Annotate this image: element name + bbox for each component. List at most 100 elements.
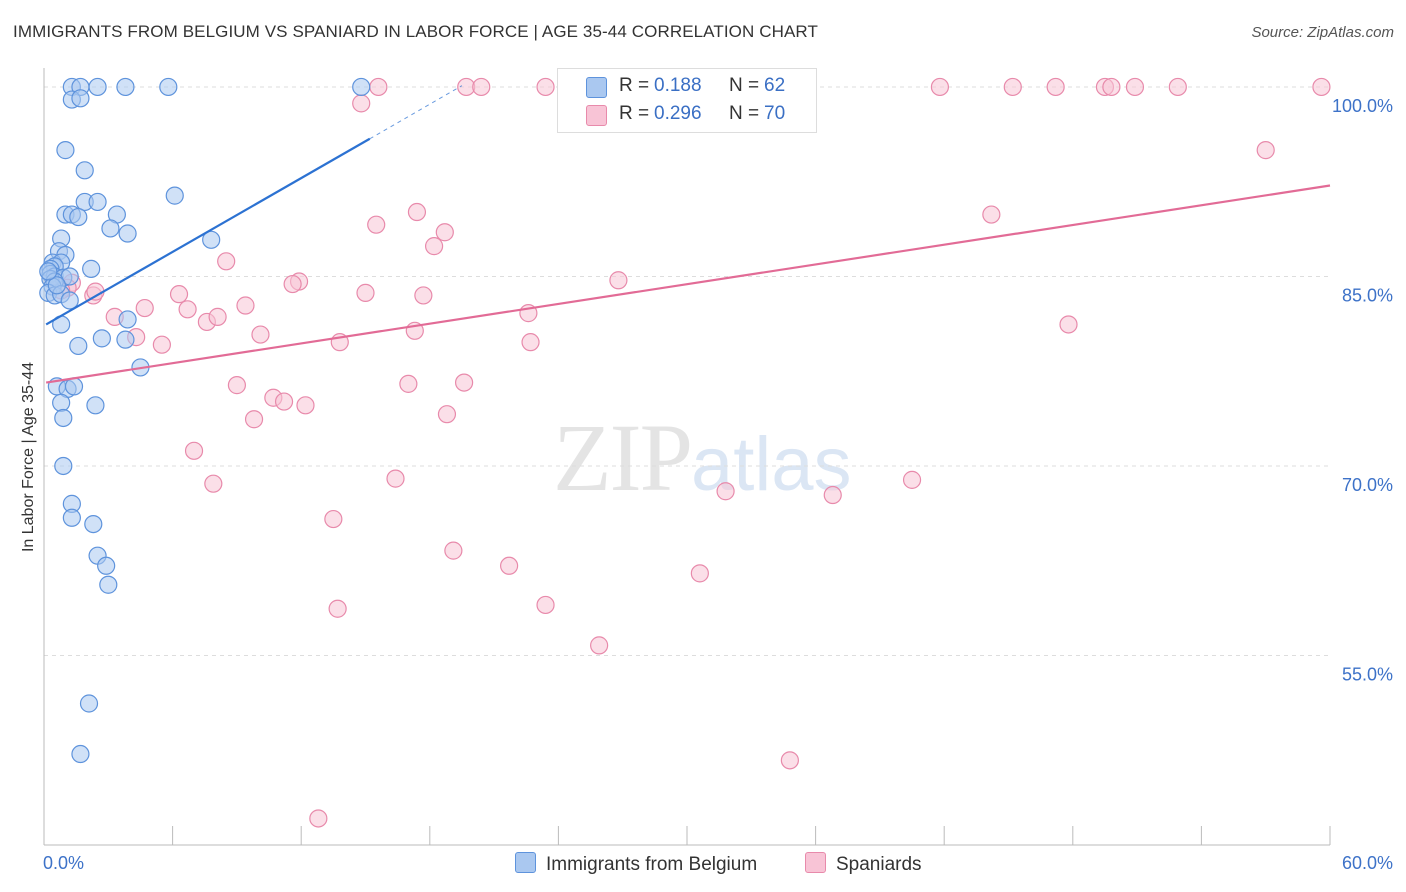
spaniard-point xyxy=(435,223,454,242)
spaniard-point xyxy=(1003,77,1022,97)
bottom-legend-swatch-spaniards xyxy=(805,852,826,873)
spaniard-point xyxy=(369,77,388,97)
belgium-point xyxy=(75,161,94,180)
belgium-point xyxy=(116,330,135,349)
legend-swatch-belgium xyxy=(586,77,607,98)
spaniard-point xyxy=(437,405,457,424)
belgium-point xyxy=(54,456,73,476)
stats-legend: R = 0.188 N = 62 R = 0.296 N = 70 xyxy=(557,68,817,133)
spaniard-point xyxy=(536,77,555,97)
belgium-point xyxy=(92,329,111,348)
belgium-point xyxy=(56,141,75,160)
spaniard-point xyxy=(1312,77,1331,97)
spaniard-point xyxy=(407,202,427,222)
belgium-point xyxy=(101,219,120,238)
spaniard-point xyxy=(424,237,444,256)
spaniard-point xyxy=(244,410,264,429)
spaniard-point xyxy=(309,809,328,828)
legend-row-belgium: R = 0.188 N = 62 xyxy=(558,72,816,102)
y-axis-label: In Labor Force | Age 35-44 xyxy=(20,361,37,553)
watermark: ZIPatlas xyxy=(553,402,852,513)
belgium-point xyxy=(202,230,221,249)
spaniard-point xyxy=(135,298,154,318)
spaniard-trend-line xyxy=(45,184,1331,384)
bottom-legend-belgium: Immigrants from Belgium xyxy=(515,852,757,876)
spaniard-point xyxy=(930,77,950,97)
belgium-point xyxy=(69,336,88,356)
belgium-point xyxy=(88,192,107,212)
legend-row-spaniards: R = 0.296 N = 70 xyxy=(558,100,816,130)
belgium-point xyxy=(71,744,90,764)
spaniard-point xyxy=(1125,77,1145,97)
belgium-point xyxy=(69,207,88,227)
spaniard-point xyxy=(780,751,799,770)
belgium-point xyxy=(118,224,137,243)
spaniard-point xyxy=(178,300,197,319)
spaniard-point xyxy=(472,77,491,97)
belgium-point xyxy=(84,514,103,534)
spaniard-point xyxy=(227,376,246,395)
belgium-point xyxy=(88,77,107,97)
spaniard-point xyxy=(1059,315,1078,334)
spaniard-point xyxy=(152,335,171,354)
belgium-trend-line xyxy=(45,137,371,326)
spaniard-point xyxy=(184,441,204,460)
belgium-point xyxy=(54,408,73,428)
spaniard-point xyxy=(356,283,375,302)
belgium-point xyxy=(39,262,58,281)
spaniard-point xyxy=(208,307,227,326)
belgium-point xyxy=(352,77,371,97)
spaniard-point xyxy=(500,556,519,575)
belgium-point xyxy=(71,89,90,108)
belgium-trend-extension xyxy=(369,85,463,140)
source-label: Source: ZipAtlas.com xyxy=(1251,24,1394,41)
spaniard-point xyxy=(609,271,628,290)
chart-title: IMMIGRANTS FROM BELGIUM VS SPANIARD IN L… xyxy=(13,22,818,41)
spaniard-point xyxy=(251,325,270,344)
spaniard-point xyxy=(169,285,189,304)
bottom-legend-swatch-belgium xyxy=(515,852,536,873)
belgium-point xyxy=(159,77,178,97)
y-tick-label: 55.0% xyxy=(1342,664,1393,684)
spaniard-point xyxy=(414,286,433,305)
legend-r-value-spaniards: 0.296 xyxy=(654,103,702,124)
belgium-point xyxy=(52,393,71,412)
spaniard-point xyxy=(386,469,405,488)
belgium-point xyxy=(97,556,116,575)
bottom-legend-label-belgium: Immigrants from Belgium xyxy=(546,854,758,875)
spaniard-point xyxy=(296,396,315,415)
legend-r-value-belgium: 0.188 xyxy=(654,75,702,96)
spaniard-point xyxy=(521,333,540,352)
spaniard-point xyxy=(283,274,302,294)
spaniard-point xyxy=(454,373,474,392)
bottom-legend-label-spaniards: Spaniards xyxy=(836,854,922,875)
spaniard-point xyxy=(352,94,371,113)
belgium-point xyxy=(116,77,135,97)
spaniard-point xyxy=(982,205,1001,224)
spaniard-point xyxy=(590,636,609,655)
spaniard-point xyxy=(823,485,842,505)
spaniard-point xyxy=(328,599,347,618)
belgium-point xyxy=(64,377,84,396)
spaniard-point xyxy=(444,541,463,560)
spaniard-point xyxy=(204,474,223,493)
watermark-zip: ZIP xyxy=(553,404,693,511)
x-tick-label: 0.0% xyxy=(43,853,84,873)
legend-n-label: N = xyxy=(729,75,760,96)
legend-r-label: R = xyxy=(619,75,650,96)
belgium-point xyxy=(165,186,184,205)
legend-r-label: R = xyxy=(619,103,650,124)
belgium-point xyxy=(99,575,118,594)
spaniard-point xyxy=(1256,141,1275,160)
belgium-point xyxy=(118,310,137,329)
spaniard-point xyxy=(902,470,922,489)
y-tick-label: 85.0% xyxy=(1342,285,1393,305)
spaniard-point xyxy=(399,374,418,393)
belgium-point xyxy=(79,694,99,713)
belgium-point xyxy=(86,396,105,415)
spaniard-point xyxy=(274,392,294,411)
spaniard-point xyxy=(217,252,236,271)
legend-n-label: N = xyxy=(729,103,760,124)
x-tick-label: 60.0% xyxy=(1342,853,1393,873)
